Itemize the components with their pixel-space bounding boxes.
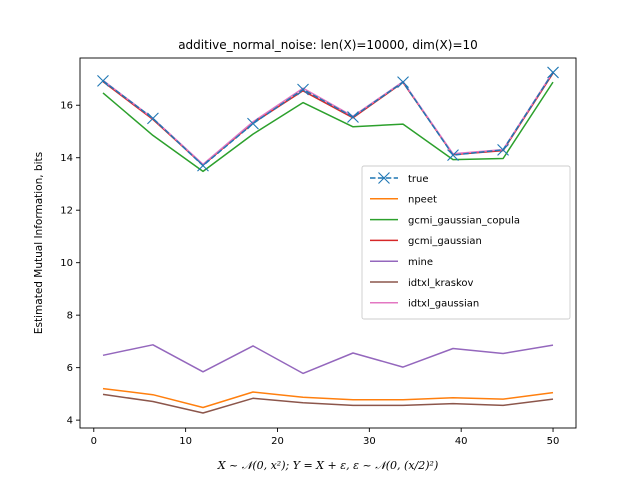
x-tick-label: 20 bbox=[271, 436, 284, 447]
series-line-idtxl-kraskov bbox=[102, 393, 554, 414]
legend-label: npeet bbox=[408, 195, 437, 206]
series-layer bbox=[97, 66, 559, 414]
legend-marker bbox=[378, 172, 390, 184]
legend-label: mine bbox=[408, 257, 433, 268]
y-tick-label: 6 bbox=[67, 363, 73, 374]
legend-item-idtxl-gaussian: idtxl_gaussian bbox=[370, 299, 479, 310]
true-point-marker bbox=[397, 76, 409, 89]
true-point-marker bbox=[197, 159, 209, 172]
legend-item-gcmi-gaussian-copula: gcmi_gaussian_copula bbox=[370, 215, 520, 226]
x-tick-label: 40 bbox=[455, 436, 468, 447]
true-point-marker bbox=[247, 117, 259, 130]
series-line-mine bbox=[102, 344, 554, 375]
y-axis-label: Estimated Mutual Information, bits bbox=[33, 152, 45, 334]
chart-title: additive_normal_noise: len(X)=10000, dim… bbox=[178, 38, 478, 52]
legend-box bbox=[361, 165, 571, 320]
true-point-marker bbox=[147, 112, 159, 125]
legend-item-idtxl-kraskov: idtxl_kraskov bbox=[370, 278, 474, 289]
legend-item-true: true bbox=[370, 172, 429, 185]
x-tick-label: 30 bbox=[363, 436, 376, 447]
legend-item-mine: mine bbox=[370, 257, 433, 268]
legend-label: gcmi_gaussian bbox=[408, 236, 482, 247]
y-ticks: 4 6 8 10 12 14 16 bbox=[60, 101, 80, 427]
legend-label: gcmi_gaussian_copula bbox=[408, 215, 520, 226]
y-tick-label: 4 bbox=[67, 416, 73, 427]
series-line-true bbox=[102, 71, 554, 167]
x-ticks: 0 10 20 30 40 50 bbox=[91, 428, 560, 447]
y-tick-label: 14 bbox=[60, 153, 73, 164]
x-tick-label: 0 bbox=[91, 436, 97, 447]
x-tick-label: 10 bbox=[179, 436, 192, 447]
legend-entries: true npeet gcmi_gaussian_copula gcmi_gaussi… bbox=[370, 172, 520, 310]
true-point-marker bbox=[547, 66, 559, 79]
x-axis-label: X ~ 𝒩(0, x²); Y = X + ε, ε ~ 𝒩(0, (x/2)²… bbox=[217, 459, 439, 472]
legend: true npeet gcmi_gaussian_copula gcmi_gaussi… bbox=[361, 165, 571, 320]
true-point-marker bbox=[97, 74, 109, 87]
true-point-marker bbox=[447, 149, 459, 161]
true-point-marker bbox=[297, 83, 309, 96]
series-line-npeet bbox=[102, 387, 554, 409]
y-tick-label: 16 bbox=[60, 101, 73, 112]
legend-item-gcmi-gaussian: gcmi_gaussian bbox=[370, 236, 482, 247]
x-tick-label: 50 bbox=[547, 436, 560, 447]
y-tick-label: 8 bbox=[67, 311, 73, 322]
legend-item-npeet: npeet bbox=[370, 195, 437, 206]
plot-frame bbox=[79, 57, 577, 429]
legend-label: idtxl_gaussian bbox=[408, 299, 479, 310]
legend-label: true bbox=[408, 174, 429, 185]
true-point-marker bbox=[347, 111, 359, 123]
y-tick-label: 10 bbox=[60, 258, 73, 269]
true-point-marker bbox=[497, 143, 509, 156]
y-tick-label: 12 bbox=[60, 206, 73, 217]
series-line-gcmi-gaussian-copula bbox=[102, 81, 554, 173]
legend-label: idtxl_kraskov bbox=[408, 278, 474, 289]
